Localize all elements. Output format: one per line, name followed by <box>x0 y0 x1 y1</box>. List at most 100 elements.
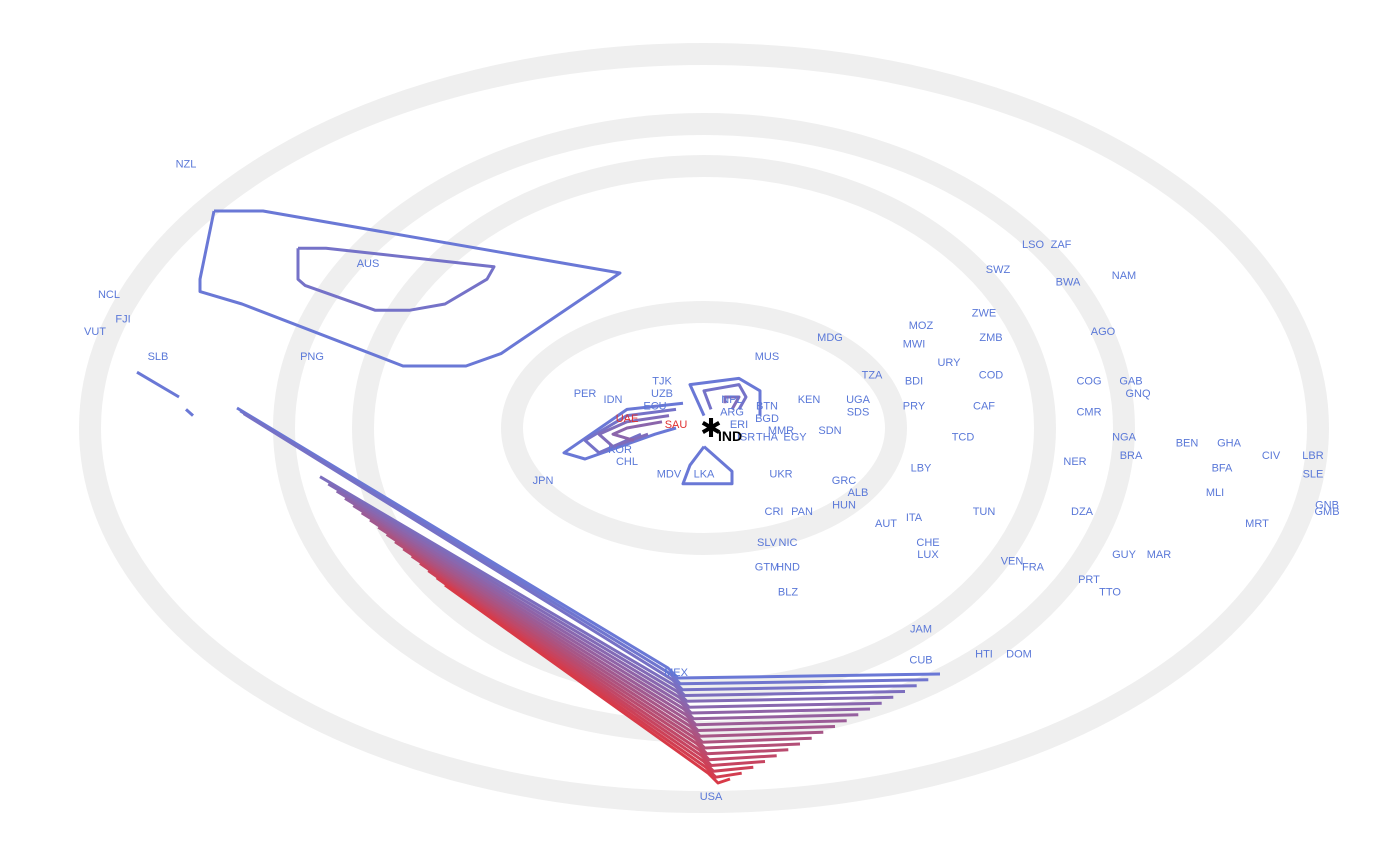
country-label: BGD <box>755 413 779 425</box>
country-label: FJI <box>115 314 130 326</box>
country-label: AUT <box>875 518 897 530</box>
contour-line <box>681 445 734 486</box>
fan-line <box>385 533 812 744</box>
country-label: LBY <box>911 462 932 474</box>
country-label: HTI <box>975 648 993 660</box>
country-label: PAN <box>791 506 813 518</box>
contour-line <box>688 376 762 417</box>
country-label: DOM <box>1006 648 1032 660</box>
fan-line <box>344 497 871 715</box>
country-label: DZA <box>1071 506 1094 518</box>
country-label: PER <box>574 388 597 400</box>
country-label: ZAF <box>1051 239 1072 251</box>
fan-line <box>319 475 906 697</box>
country-label: NIC <box>779 537 798 549</box>
country-label: SDN <box>818 425 841 437</box>
country-label: THA <box>756 431 779 443</box>
fan-line <box>377 525 824 738</box>
country-label: LSO <box>1022 239 1044 251</box>
country-label: TTO <box>1099 586 1121 598</box>
country-label: UGA <box>846 394 871 406</box>
country-label: VUT <box>84 326 106 338</box>
country-label: CIV <box>1262 450 1281 462</box>
country-label: NGA <box>1112 431 1137 443</box>
country-label: UKR <box>769 469 792 481</box>
density-contours <box>198 209 762 486</box>
fan-line <box>394 540 801 750</box>
country-label: CRI <box>765 506 784 518</box>
country-label: GTM <box>755 562 779 574</box>
country-label: GHA <box>1217 438 1242 450</box>
country-label: SLB <box>148 351 169 363</box>
country-label: CHL <box>616 456 638 468</box>
country-label: USA <box>700 791 723 803</box>
country-label: LKA <box>694 469 715 481</box>
country-label: NAM <box>1112 270 1136 282</box>
fan-line <box>369 518 836 732</box>
fan-line <box>444 583 731 785</box>
fan-line <box>360 511 847 727</box>
country-label: MDG <box>817 332 843 344</box>
country-label: GRC <box>832 475 857 487</box>
country-label: SLV <box>757 537 778 549</box>
country-label: BEN <box>1176 438 1199 450</box>
country-label: BLZ <box>778 586 798 598</box>
country-label: TZA <box>862 369 883 381</box>
country-label: NPL <box>721 394 742 406</box>
fan-line <box>419 562 766 767</box>
country-label: BDI <box>905 376 923 388</box>
fan-line <box>402 547 789 756</box>
country-label: MLI <box>1206 487 1224 499</box>
country-label: AUS <box>357 258 380 270</box>
country-label: SAU <box>665 419 688 431</box>
country-label: KOR <box>608 444 632 456</box>
fan-line <box>410 554 777 762</box>
center-label: IND <box>718 428 742 444</box>
country-label: TJK <box>652 376 672 388</box>
country-label: MRT <box>1245 518 1269 530</box>
country-label: GUY <box>1112 549 1137 561</box>
country-label: HND <box>776 562 800 574</box>
country-label: LBR <box>1302 450 1323 462</box>
country-label: ECU <box>643 400 666 412</box>
country-label: CAF <box>973 400 995 412</box>
fan-line <box>352 504 859 721</box>
country-label: PRT <box>1078 574 1100 586</box>
fan-line <box>242 412 917 692</box>
country-label: NER <box>1063 456 1086 468</box>
country-label: ARG <box>720 407 744 419</box>
country-label: JAM <box>910 624 932 636</box>
country-label: CMR <box>1076 407 1101 419</box>
country-label: GAB <box>1119 376 1142 388</box>
fan-segment <box>185 408 194 417</box>
country-label: AGO <box>1091 326 1116 338</box>
country-label: ZMB <box>979 332 1002 344</box>
country-label: MMR <box>768 425 794 437</box>
country-label: MUS <box>755 351 779 363</box>
fan-line <box>239 409 929 686</box>
contour-line <box>562 401 684 461</box>
country-label: ISR <box>737 431 755 443</box>
contour-line <box>723 395 741 411</box>
country-label: GNQ <box>1125 388 1151 400</box>
fan-line <box>236 406 941 680</box>
country-label: ERI <box>730 419 748 431</box>
country-label: BWA <box>1056 276 1081 288</box>
fan-line <box>335 489 882 709</box>
fan-line <box>435 576 742 779</box>
country-label: SDS <box>847 407 870 419</box>
country-label: MDV <box>657 469 682 481</box>
contour-line <box>611 420 663 442</box>
contour-line <box>198 209 622 368</box>
country-label: UZB <box>651 388 673 400</box>
contour-line <box>597 414 670 449</box>
country-label: SWZ <box>986 264 1011 276</box>
country-label: URY <box>937 357 961 369</box>
ring-1 <box>501 301 907 555</box>
country-label: VEN <box>1001 555 1024 567</box>
fan-line <box>327 482 894 703</box>
country-label: CUB <box>909 655 932 667</box>
country-label: KEN <box>798 394 821 406</box>
country-label: BRA <box>1120 450 1143 462</box>
